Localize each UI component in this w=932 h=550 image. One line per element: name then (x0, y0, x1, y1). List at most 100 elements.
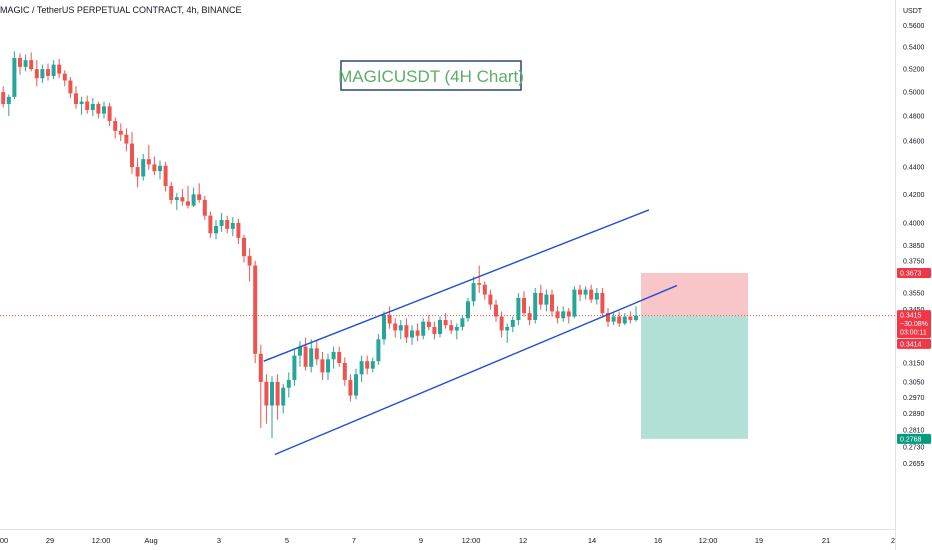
candle (583, 286, 588, 300)
candle (622, 313, 627, 326)
candle (348, 374, 353, 402)
currency-label: USDT (903, 8, 923, 15)
candle (298, 341, 302, 367)
candle (158, 160, 162, 180)
candle (326, 353, 330, 381)
candle (264, 374, 269, 424)
time-tick-label: 19 (755, 536, 763, 545)
time-tick-label: 2 (891, 536, 895, 545)
candle (124, 128, 129, 152)
candle (499, 311, 504, 338)
candle (342, 357, 347, 386)
candle (365, 355, 370, 375)
price-tags: 0.3673 0.3415−30.08% 03:00:11 0.3414 0.2768 (897, 267, 931, 444)
candle (550, 289, 554, 317)
entry-price-tag: 0.3414 (897, 338, 931, 349)
price-tick-label: 0.4800 (903, 114, 925, 121)
candle (18, 53, 22, 75)
candle (471, 276, 476, 307)
title-annotation-box[interactable] (340, 60, 522, 91)
candle (376, 333, 381, 365)
candle (225, 215, 230, 234)
candle (454, 323, 459, 340)
candle (331, 346, 336, 369)
candle (236, 218, 241, 244)
price-tick-label: 0.2890 (903, 411, 925, 418)
candle (482, 281, 487, 300)
time-tick-label: 7 (352, 536, 356, 545)
price-tick-label: 0.4200 (903, 192, 925, 199)
candle (393, 318, 398, 338)
candle (174, 192, 179, 210)
candle (219, 212, 224, 232)
candle (281, 383, 286, 414)
candle (29, 52, 34, 72)
candle (141, 153, 146, 181)
svg-text:−30.08%: −30.08% (900, 321, 928, 328)
price-axis-ticks: 0.5600 0.5400 0.5200 0.5000 0.4800 0.4600 0.44… (903, 23, 925, 468)
candle (443, 313, 448, 329)
stop-loss-zone[interactable] (641, 272, 748, 316)
candle (62, 70, 67, 87)
candle (6, 94, 11, 117)
title-annotation: MAGICUSDT (4H Chart) (338, 67, 524, 86)
stop-price-tag: 0.3673 (897, 267, 931, 278)
channel-lower-line[interactable] (274, 284, 678, 456)
candle (113, 117, 118, 139)
candle (382, 311, 386, 345)
candle (561, 306, 566, 322)
candle (85, 95, 90, 114)
candle (191, 187, 196, 208)
candle (589, 284, 594, 303)
candle (202, 195, 207, 221)
candle (230, 217, 235, 237)
svg-text:03:00:11: 03:00:11 (900, 330, 927, 337)
candle (544, 289, 549, 312)
candle (566, 307, 571, 324)
candle (214, 220, 218, 240)
candle (426, 314, 431, 331)
candle (533, 288, 538, 324)
time-tick-label: 12:00 (462, 536, 481, 545)
svg-text:0.3673: 0.3673 (900, 270, 922, 277)
time-tick-label: 29 (46, 536, 54, 545)
candle (68, 77, 73, 99)
candle (488, 289, 493, 310)
candle (527, 306, 532, 326)
channel-lines[interactable] (263, 209, 678, 456)
candle (135, 157, 140, 188)
candle (538, 284, 543, 310)
candle (79, 96, 84, 115)
time-tick-label: 16 (654, 536, 662, 545)
candle (572, 286, 577, 319)
symbol-header: MAGIC / TetherUS PERPETUAL CONTRACT, 4h,… (0, 5, 242, 15)
candle (247, 248, 252, 282)
candle (242, 234, 246, 263)
candle (1, 86, 6, 108)
price-tick-label: 0.3550 (903, 290, 925, 297)
channel-upper-line[interactable] (263, 209, 650, 362)
candle (57, 59, 62, 79)
candle (180, 188, 185, 206)
price-tick-label: 0.3150 (903, 361, 925, 368)
candle (387, 306, 392, 329)
candle (208, 211, 213, 238)
candle (505, 323, 510, 343)
price-tick-label: 0.4600 (903, 139, 925, 146)
candle (197, 183, 202, 203)
candle (494, 299, 498, 322)
candle (410, 325, 414, 345)
candle (102, 101, 106, 119)
svg-text:0.3415: 0.3415 (900, 313, 922, 320)
time-tick-label: Aug (144, 536, 157, 545)
candle (90, 98, 95, 117)
candle (449, 319, 454, 334)
time-tick-label: 3 (217, 536, 221, 545)
candle (415, 323, 420, 342)
take-profit-zone[interactable] (641, 315, 748, 439)
time-tick-label: 12 (519, 536, 527, 545)
candle (107, 102, 112, 126)
candle (606, 307, 610, 327)
candle (74, 86, 78, 109)
